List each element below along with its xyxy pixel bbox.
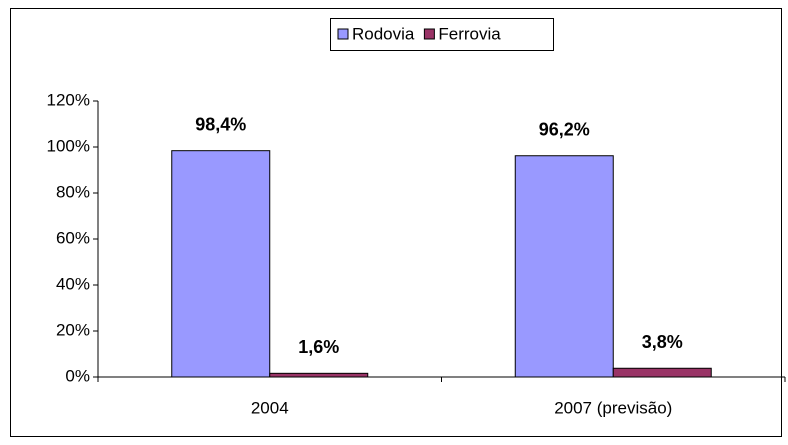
bar <box>269 372 369 378</box>
y-tick-label: 60% <box>56 228 90 247</box>
bar <box>612 367 712 378</box>
chart-frame <box>10 8 782 437</box>
legend-swatch <box>337 28 349 40</box>
value-label: 96,2% <box>539 119 590 139</box>
y-tick-label: 0% <box>65 366 90 385</box>
value-label: 1,6% <box>298 337 339 357</box>
x-tick-label: 2004 <box>251 398 289 417</box>
legend-label: Ferrovia <box>438 24 501 43</box>
legend-label: Rodovia <box>352 24 415 43</box>
bar <box>171 150 271 378</box>
y-tick-label: 80% <box>56 182 90 201</box>
y-tick-label: 100% <box>47 136 90 155</box>
legend-box <box>330 18 554 51</box>
value-label: 98,4% <box>195 114 246 134</box>
y-tick-label: 40% <box>56 274 90 293</box>
value-label: 3,8% <box>642 332 683 352</box>
y-tick-label: 20% <box>56 320 90 339</box>
bar <box>514 155 614 378</box>
y-tick-label: 120% <box>47 90 90 109</box>
x-tick-label: 2007 (previsão) <box>554 398 672 417</box>
legend-swatch <box>423 28 435 40</box>
